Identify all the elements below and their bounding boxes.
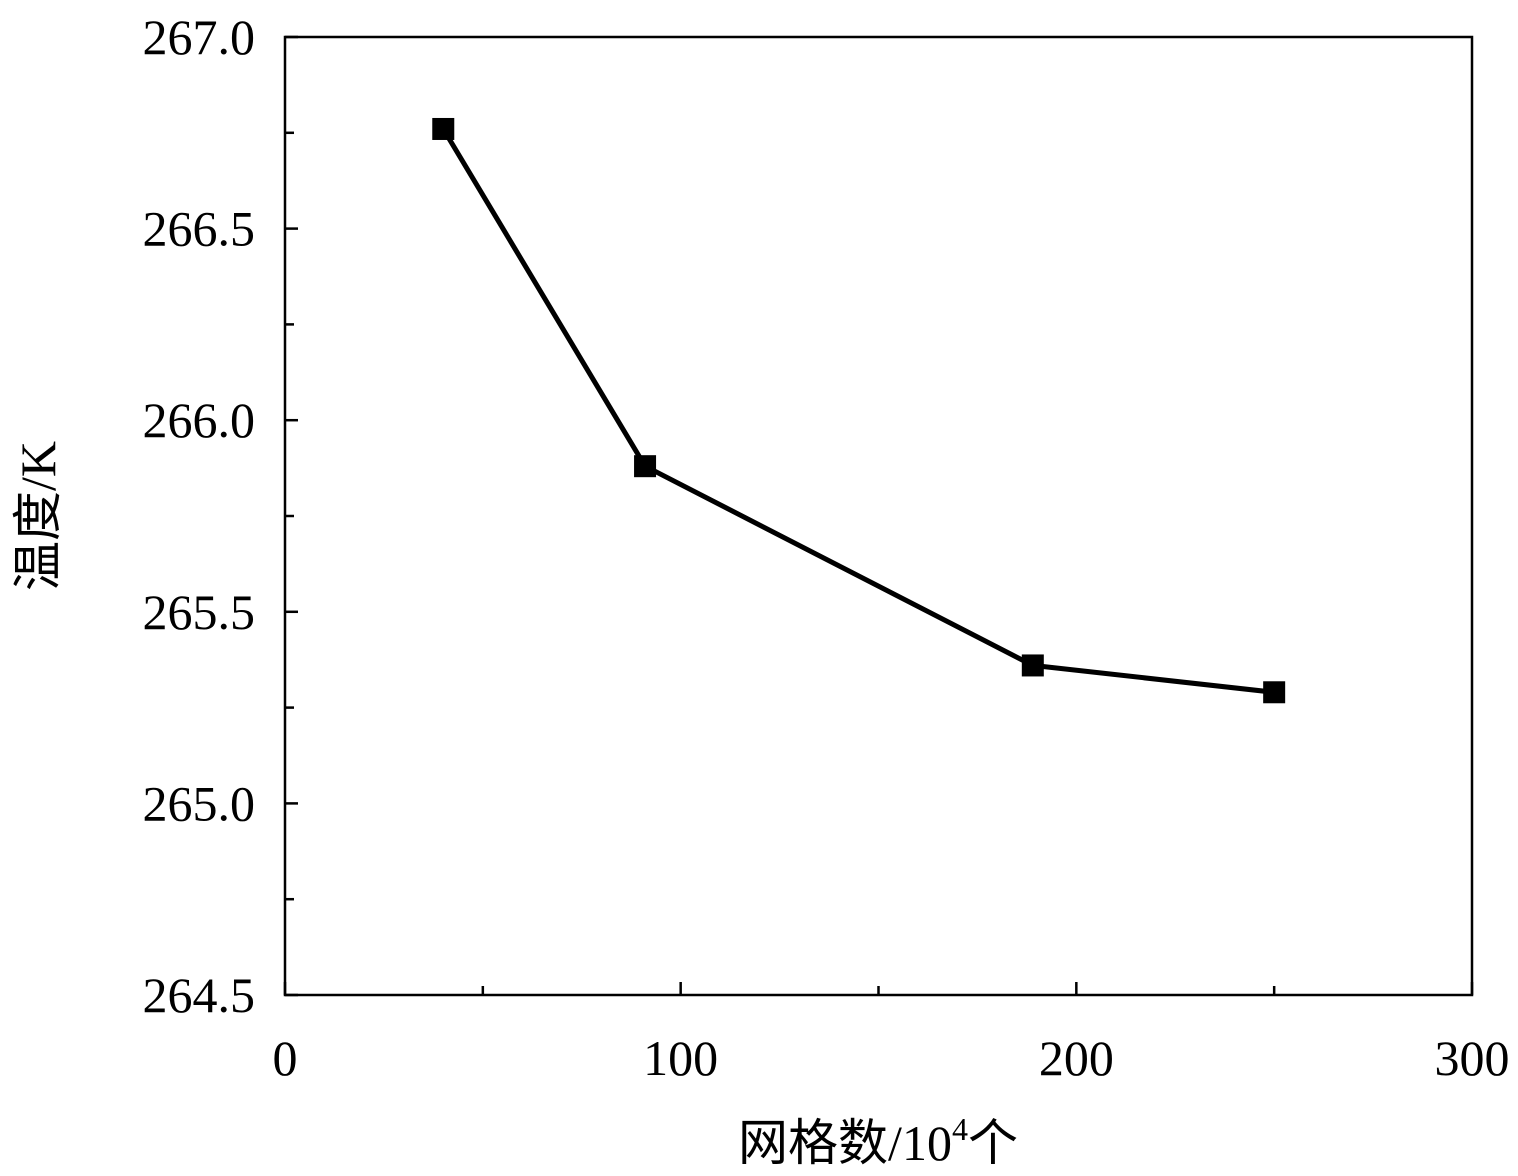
y-axis-title: 温度/K	[10, 441, 66, 591]
x-tick-label: 300	[1435, 1030, 1510, 1086]
y-tick-label: 267.0	[143, 9, 256, 65]
x-axis-title-suffix: 个	[968, 1115, 1018, 1171]
y-tick-label: 264.5	[143, 967, 256, 1023]
series-line	[441, 127, 1275, 695]
data-point-marker	[634, 455, 657, 478]
x-tick-label: 200	[1039, 1030, 1114, 1086]
data-point-marker	[1021, 654, 1044, 677]
y-tick-label: 265.0	[143, 775, 256, 831]
x-axis-title: 网格数/104个	[738, 1111, 1018, 1171]
axis-ticks	[283, 35, 1474, 997]
y-tick-label: 265.5	[143, 584, 256, 640]
x-tick-label: 0	[273, 1030, 298, 1086]
data-series	[432, 117, 1286, 704]
data-point-marker	[1263, 681, 1286, 704]
y-tick-label: 266.5	[143, 201, 256, 257]
x-axis-title-superscript: 4	[952, 1111, 968, 1147]
x-tick-label: 100	[643, 1030, 718, 1086]
plot-frame	[283, 35, 1474, 997]
data-point-marker	[432, 117, 455, 140]
y-tick-label: 266.0	[143, 392, 256, 448]
axis-tick-labels: 0 100 200 300 264.5 265.0 265.5 266.0 266.5 267.0	[143, 9, 1510, 1086]
